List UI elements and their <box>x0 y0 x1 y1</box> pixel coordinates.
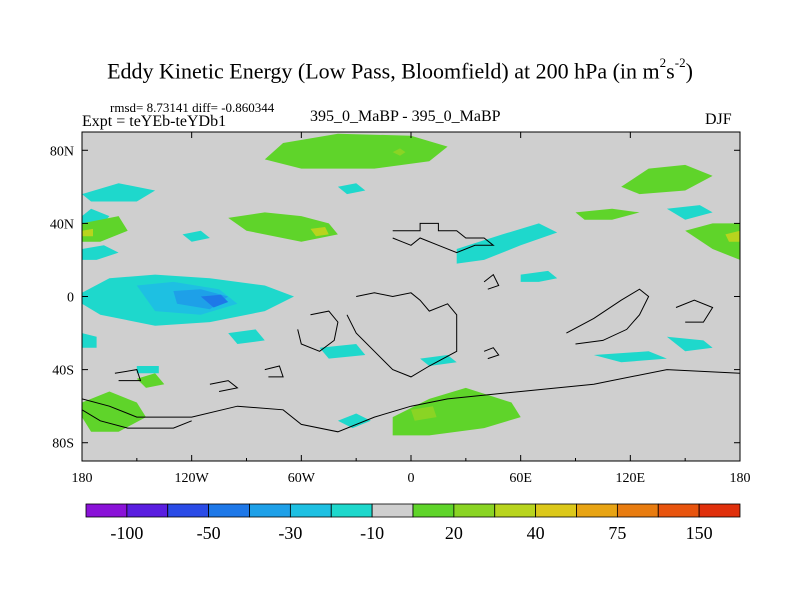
stats-label: rmsd= 8.73141 diff= -0.860344 <box>110 100 275 115</box>
coastline-small-island-5 <box>114 369 142 382</box>
contour-south-far-east-cyan <box>666 336 713 352</box>
colorbar-label: -30 <box>278 523 302 543</box>
contour-west-pacific-yellow <box>82 228 93 237</box>
colorbar-box <box>167 503 210 518</box>
coastline-antarctica-outline <box>82 369 740 433</box>
y-tick-label: 80S <box>52 437 74 452</box>
colorbar-label: 75 <box>608 523 626 543</box>
colorbar-box <box>616 503 659 518</box>
contour-east-pacific-north-positive <box>621 164 713 195</box>
coastline-antarctica-inner-outline <box>82 409 192 429</box>
x-tick-label: 120W <box>175 471 210 486</box>
colorbar-label: -50 <box>197 523 221 543</box>
contour-antarctic-yellow <box>411 406 437 421</box>
colorbar-label: 20 <box>445 523 463 543</box>
contour-north-polar-core <box>392 148 406 156</box>
contour-atlantic-positive <box>228 212 338 242</box>
comparison-label: 395_0_MaBP - 395_0_MaBP <box>310 108 501 125</box>
contour-mid-cyan <box>337 183 366 195</box>
contour-us-cyan <box>182 230 210 242</box>
contour-south-central-cyan <box>319 344 366 359</box>
colorbar-box <box>657 503 700 518</box>
chart-title: Eddy Kinetic Energy (Low Pass, Bloomfiel… <box>107 55 693 84</box>
colorbar-box <box>126 503 169 518</box>
x-tick-label: 120E <box>616 471 646 486</box>
colorbar-box <box>330 503 373 518</box>
colorbar-box <box>576 503 618 518</box>
contour-west-pacific-positive <box>82 216 128 242</box>
colorbar-box <box>289 503 332 518</box>
experiment-label: Expt = teYEb-teYDb1 <box>82 113 227 130</box>
coastline-small-island-1 <box>209 380 239 392</box>
contour-south-central-cyan-2 <box>420 355 457 366</box>
x-tick-label: 180 <box>72 471 93 486</box>
season-label: DJF <box>705 111 732 128</box>
contour-pacific-east-yellow <box>725 230 740 242</box>
coastline-africa-outline <box>346 292 458 378</box>
coastline-small-island-4 <box>264 365 284 378</box>
contour-south-west-cyan-small <box>136 366 159 374</box>
x-tick-label: 0 <box>408 471 415 486</box>
colorbar-box <box>535 503 577 518</box>
coastline-australia-outline <box>566 288 650 345</box>
contour-west-south-cyan <box>82 333 97 348</box>
colorbar-box <box>85 503 128 518</box>
contour-asia-cyan <box>456 223 558 264</box>
contour-asia-positive <box>575 208 640 220</box>
contour-west-pacific-north-cyan <box>82 183 156 202</box>
x-tick-label: 60W <box>288 471 316 486</box>
contour-antarctic-positive <box>392 387 521 436</box>
coastline-small-island-3 <box>483 273 500 290</box>
y-tick-label: 40N <box>50 217 74 232</box>
colorbar-box <box>249 503 291 518</box>
contour-antarctic-cyan <box>337 413 371 429</box>
colorbar-label: -100 <box>110 523 143 543</box>
contour-pacific-east-positive <box>685 223 740 260</box>
colorbar-box <box>453 503 496 518</box>
colorbar-label: 150 <box>686 523 713 543</box>
contour-equatorial-blue-core <box>200 294 229 308</box>
contour-southwest-cyan <box>228 329 265 344</box>
contour-west-pacific-east-cyan <box>666 205 713 220</box>
colorbar-label: 40 <box>527 523 545 543</box>
contour-north-polar-positive <box>264 133 448 169</box>
contour-antarctic-west-positive <box>82 391 146 432</box>
coastline-small-island-2 <box>483 347 500 360</box>
coastline-asia-outline <box>392 222 495 254</box>
colorbar-box <box>698 503 741 518</box>
coastline-south-america-outline <box>297 310 339 352</box>
y-tick-label: 40S <box>52 364 74 379</box>
colorbar-box <box>371 503 414 518</box>
colorbar-box <box>208 503 250 518</box>
contour-atlantic-yellow <box>310 227 329 237</box>
contour-asia-cyan-small <box>520 270 558 282</box>
contour-dateline-cyan-north <box>82 245 119 260</box>
coastline-east-pacific-outline <box>675 299 714 323</box>
x-tick-label: 180 <box>730 471 751 486</box>
contour-south-east-cyan <box>593 351 667 363</box>
y-tick-label: 0 <box>67 291 74 306</box>
x-tick-label: 60E <box>509 471 532 486</box>
y-tick-label: 80N <box>50 144 74 159</box>
contour-antarctic-west-positive-2 <box>136 373 165 388</box>
colorbar-label: -10 <box>360 523 384 543</box>
colorbar-box <box>412 503 455 518</box>
colorbar-box <box>494 503 537 518</box>
